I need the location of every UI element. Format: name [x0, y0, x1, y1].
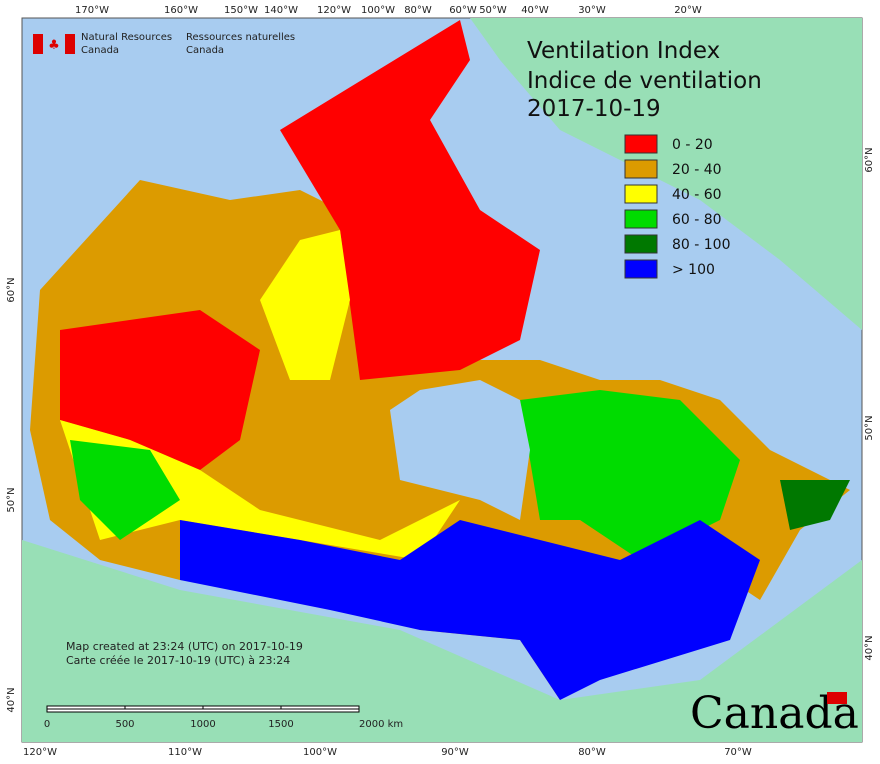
latitude-label: 60°N: [864, 147, 875, 172]
flag: [33, 34, 43, 54]
legend-label: 60 - 80: [672, 212, 722, 228]
agency: Ressources naturelles: [186, 32, 295, 43]
region: [70, 440, 180, 540]
longitude-label: 30°W: [578, 5, 606, 16]
maple-leaf: ♣: [48, 38, 60, 53]
legend-swatch: [624, 259, 658, 279]
legend-swatch: [624, 184, 658, 204]
region: [60, 420, 460, 560]
legend-label: > 100: [672, 262, 715, 278]
scale-label: 2000 km: [359, 719, 403, 730]
region: [60, 310, 260, 470]
longitude-label: 150°W: [224, 5, 258, 16]
scale-label: 0: [44, 719, 50, 730]
longitude-label: 120°W: [23, 747, 57, 758]
scale-label: 500: [115, 719, 134, 730]
scale-label: 1000: [190, 719, 215, 730]
region: [280, 20, 540, 380]
flag: [65, 34, 75, 54]
latitude-label: 60°N: [6, 277, 17, 302]
latitude-label: 40°N: [864, 635, 875, 660]
longitude-label: 100°W: [361, 5, 395, 16]
agency: Natural Resources: [81, 32, 172, 43]
latitude-label: 40°N: [6, 687, 17, 712]
title: Indice de ventilation: [527, 68, 762, 94]
agency: Canada: [186, 45, 224, 56]
longitude-label: 110°W: [168, 747, 202, 758]
footer: Map created at 23:24 (UTC) on 2017-10-19: [66, 640, 303, 653]
longitude-label: 160°W: [164, 5, 198, 16]
hudson-bay: [390, 380, 530, 520]
legend-swatch: [624, 134, 658, 154]
agency: Canada: [81, 45, 119, 56]
us-land: [22, 540, 862, 742]
legend-label: 20 - 40: [672, 162, 722, 178]
greenland: [470, 18, 862, 330]
footer: Carte créée le 2017-10-19 (UTC) à 23:24: [66, 654, 290, 667]
scale-segment: [46, 708, 360, 713]
longitude-label: 80°W: [404, 5, 432, 16]
longitude-label: 50°W: [479, 5, 507, 16]
longitude-label: 70°W: [724, 747, 752, 758]
legend-label: 0 - 20: [672, 137, 713, 153]
legend-swatch: [624, 159, 658, 179]
latitude-label: 50°N: [6, 487, 17, 512]
region: [260, 230, 350, 380]
longitude-label: 80°W: [578, 747, 606, 758]
region: [180, 520, 760, 700]
longitude-label: 140°W: [264, 5, 298, 16]
longitude-label: 120°W: [317, 5, 351, 16]
title: Ventilation Index: [527, 38, 720, 64]
longitude-label: 60°W: [449, 5, 477, 16]
legend-swatch: [624, 234, 658, 254]
legend-label: 40 - 60: [672, 187, 722, 203]
longitude-label: 100°W: [303, 747, 337, 758]
region: [520, 390, 740, 560]
latitude-label: 50°N: [864, 415, 875, 440]
title: 2017-10-19: [527, 96, 661, 122]
region: [780, 480, 850, 530]
wordmark-flag: [827, 692, 847, 704]
longitude-label: 40°W: [521, 5, 549, 16]
longitude-label: 20°W: [674, 5, 702, 16]
legend-swatch: [624, 209, 658, 229]
scale-label: 1500: [268, 719, 293, 730]
longitude-label: 170°W: [75, 5, 109, 16]
longitude-label: 90°W: [441, 747, 469, 758]
legend-label: 80 - 100: [672, 237, 731, 253]
